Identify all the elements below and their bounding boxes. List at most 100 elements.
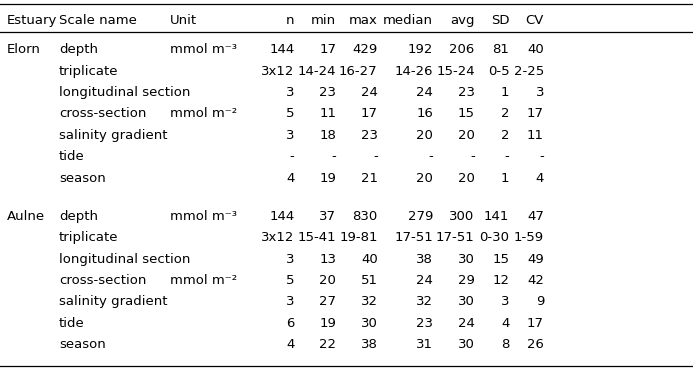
Text: 20: 20 — [319, 274, 336, 287]
Text: 192: 192 — [407, 43, 433, 56]
Text: max: max — [349, 14, 378, 27]
Text: 1-59: 1-59 — [514, 231, 544, 244]
Text: cross-section: cross-section — [59, 274, 146, 287]
Text: 1: 1 — [501, 86, 509, 99]
Text: 830: 830 — [353, 210, 378, 223]
Text: Estuary: Estuary — [7, 14, 58, 27]
Text: -: - — [539, 150, 544, 163]
Text: 15-24: 15-24 — [436, 65, 475, 78]
Text: cross-section: cross-section — [59, 108, 146, 121]
Text: 144: 144 — [270, 43, 295, 56]
Text: -: - — [373, 150, 378, 163]
Text: Scale name: Scale name — [59, 14, 137, 27]
Text: 3: 3 — [286, 253, 295, 266]
Text: CV: CV — [525, 14, 544, 27]
Text: 13: 13 — [319, 253, 336, 266]
Text: 23: 23 — [457, 86, 475, 99]
Text: 2: 2 — [501, 129, 509, 142]
Text: 37: 37 — [319, 210, 336, 223]
Text: 15: 15 — [457, 108, 475, 121]
Text: 40: 40 — [527, 43, 544, 56]
Text: 144: 144 — [270, 210, 295, 223]
Text: 30: 30 — [458, 338, 475, 351]
Text: 20: 20 — [458, 129, 475, 142]
Text: 38: 38 — [361, 338, 378, 351]
Text: 30: 30 — [361, 317, 378, 330]
Text: depth: depth — [59, 43, 98, 56]
Text: 17: 17 — [319, 43, 336, 56]
Text: 17-51: 17-51 — [436, 231, 475, 244]
Text: 17: 17 — [527, 108, 544, 121]
Text: 24: 24 — [458, 317, 475, 330]
Text: 19: 19 — [319, 317, 336, 330]
Text: -: - — [290, 150, 295, 163]
Text: 24: 24 — [416, 86, 433, 99]
Text: 38: 38 — [416, 253, 433, 266]
Text: 429: 429 — [353, 43, 378, 56]
Text: longitudinal section: longitudinal section — [59, 253, 191, 266]
Text: 24: 24 — [416, 274, 433, 287]
Text: 9: 9 — [536, 295, 544, 308]
Text: triplicate: triplicate — [59, 65, 119, 78]
Text: min: min — [311, 14, 336, 27]
Text: -: - — [331, 150, 336, 163]
Text: 5: 5 — [286, 108, 295, 121]
Text: 15: 15 — [492, 253, 509, 266]
Text: 30: 30 — [458, 295, 475, 308]
Text: 300: 300 — [450, 210, 475, 223]
Text: 3: 3 — [501, 295, 509, 308]
Text: 40: 40 — [361, 253, 378, 266]
Text: 3: 3 — [286, 295, 295, 308]
Text: -: - — [505, 150, 509, 163]
Text: 4: 4 — [286, 338, 295, 351]
Text: 42: 42 — [527, 274, 544, 287]
Text: 12: 12 — [492, 274, 509, 287]
Text: 22: 22 — [319, 338, 336, 351]
Text: mmol m⁻³: mmol m⁻³ — [170, 210, 237, 223]
Text: 29: 29 — [458, 274, 475, 287]
Text: 20: 20 — [416, 129, 433, 142]
Text: 17: 17 — [360, 108, 378, 121]
Text: 21: 21 — [360, 171, 378, 185]
Text: 23: 23 — [360, 129, 378, 142]
Text: salinity gradient: salinity gradient — [59, 295, 168, 308]
Text: 15-41: 15-41 — [297, 231, 336, 244]
Text: 3: 3 — [286, 129, 295, 142]
Text: 2-25: 2-25 — [514, 65, 544, 78]
Text: 14-24: 14-24 — [297, 65, 336, 78]
Text: 8: 8 — [501, 338, 509, 351]
Text: 30: 30 — [458, 253, 475, 266]
Text: 49: 49 — [527, 253, 544, 266]
Text: mmol m⁻²: mmol m⁻² — [170, 274, 237, 287]
Text: 31: 31 — [416, 338, 433, 351]
Text: tide: tide — [59, 317, 85, 330]
Text: 19-81: 19-81 — [339, 231, 378, 244]
Text: 32: 32 — [416, 295, 433, 308]
Text: 141: 141 — [484, 210, 509, 223]
Text: 0-5: 0-5 — [488, 65, 509, 78]
Text: n: n — [286, 14, 295, 27]
Text: SD: SD — [491, 14, 509, 27]
Text: 279: 279 — [407, 210, 433, 223]
Text: 11: 11 — [319, 108, 336, 121]
Text: longitudinal section: longitudinal section — [59, 86, 191, 99]
Text: 16-27: 16-27 — [339, 65, 378, 78]
Text: median: median — [383, 14, 433, 27]
Text: 20: 20 — [416, 171, 433, 185]
Text: 23: 23 — [319, 86, 336, 99]
Text: 23: 23 — [416, 317, 433, 330]
Text: Unit: Unit — [170, 14, 197, 27]
Text: 51: 51 — [360, 274, 378, 287]
Text: 4: 4 — [286, 171, 295, 185]
Text: 3x12: 3x12 — [261, 65, 295, 78]
Text: 206: 206 — [450, 43, 475, 56]
Text: -: - — [470, 150, 475, 163]
Text: 2: 2 — [501, 108, 509, 121]
Text: tide: tide — [59, 150, 85, 163]
Text: 47: 47 — [527, 210, 544, 223]
Text: 6: 6 — [286, 317, 295, 330]
Text: depth: depth — [59, 210, 98, 223]
Text: 27: 27 — [319, 295, 336, 308]
Text: salinity gradient: salinity gradient — [59, 129, 168, 142]
Text: 0-30: 0-30 — [480, 231, 509, 244]
